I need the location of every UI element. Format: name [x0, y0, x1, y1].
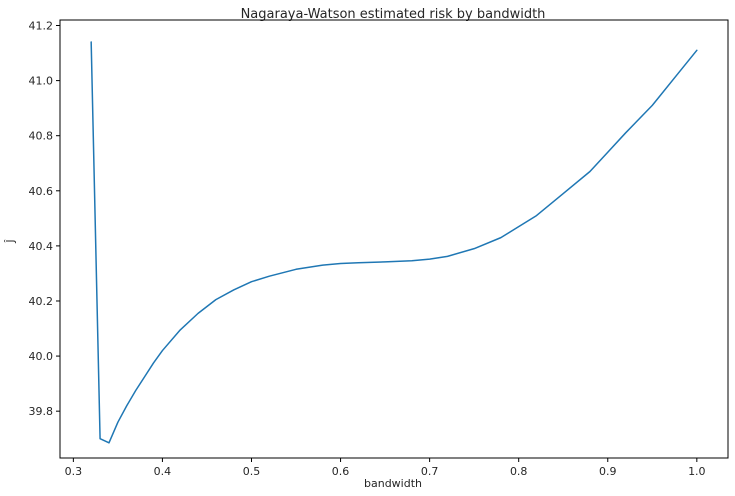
y-tick-label: 40.2	[29, 295, 54, 308]
x-tick-label: 0.4	[154, 465, 172, 478]
y-tick-label: 40.8	[29, 130, 54, 143]
risk-series-line	[90, 41, 698, 444]
y-tick-label: 40.0	[29, 350, 54, 363]
x-tick-label: 1.0	[688, 465, 706, 478]
x-axis-label: bandwidth	[364, 477, 422, 490]
x-tick-label: 0.5	[243, 465, 261, 478]
y-tick-label: 40.6	[29, 185, 54, 198]
plot-frame	[59, 19, 729, 459]
y-tick-label: 41.0	[29, 75, 54, 88]
x-tick-label: 0.6	[332, 465, 350, 478]
x-tick-label: 0.9	[599, 465, 617, 478]
x-tick-label: 0.8	[510, 465, 528, 478]
y-tick-label: 41.2	[29, 20, 54, 33]
y-tick-label: 40.4	[29, 240, 54, 253]
x-axis: 0.3 0.4 0.5 0.6 0.7 0.8 0.9 1.0	[65, 458, 706, 478]
x-tick-label: 0.7	[421, 465, 439, 478]
x-tick-label: 0.3	[65, 465, 83, 478]
chart-title: Nagaraya-Watson estimated risk by bandwi…	[241, 7, 546, 22]
y-tick-label: 39.8	[29, 405, 54, 418]
y-axis: 39.8 40.0 40.2 40.4 40.6 40.8 41.0 41.2	[29, 20, 60, 418]
y-axis-label: Ĵ	[4, 239, 17, 244]
